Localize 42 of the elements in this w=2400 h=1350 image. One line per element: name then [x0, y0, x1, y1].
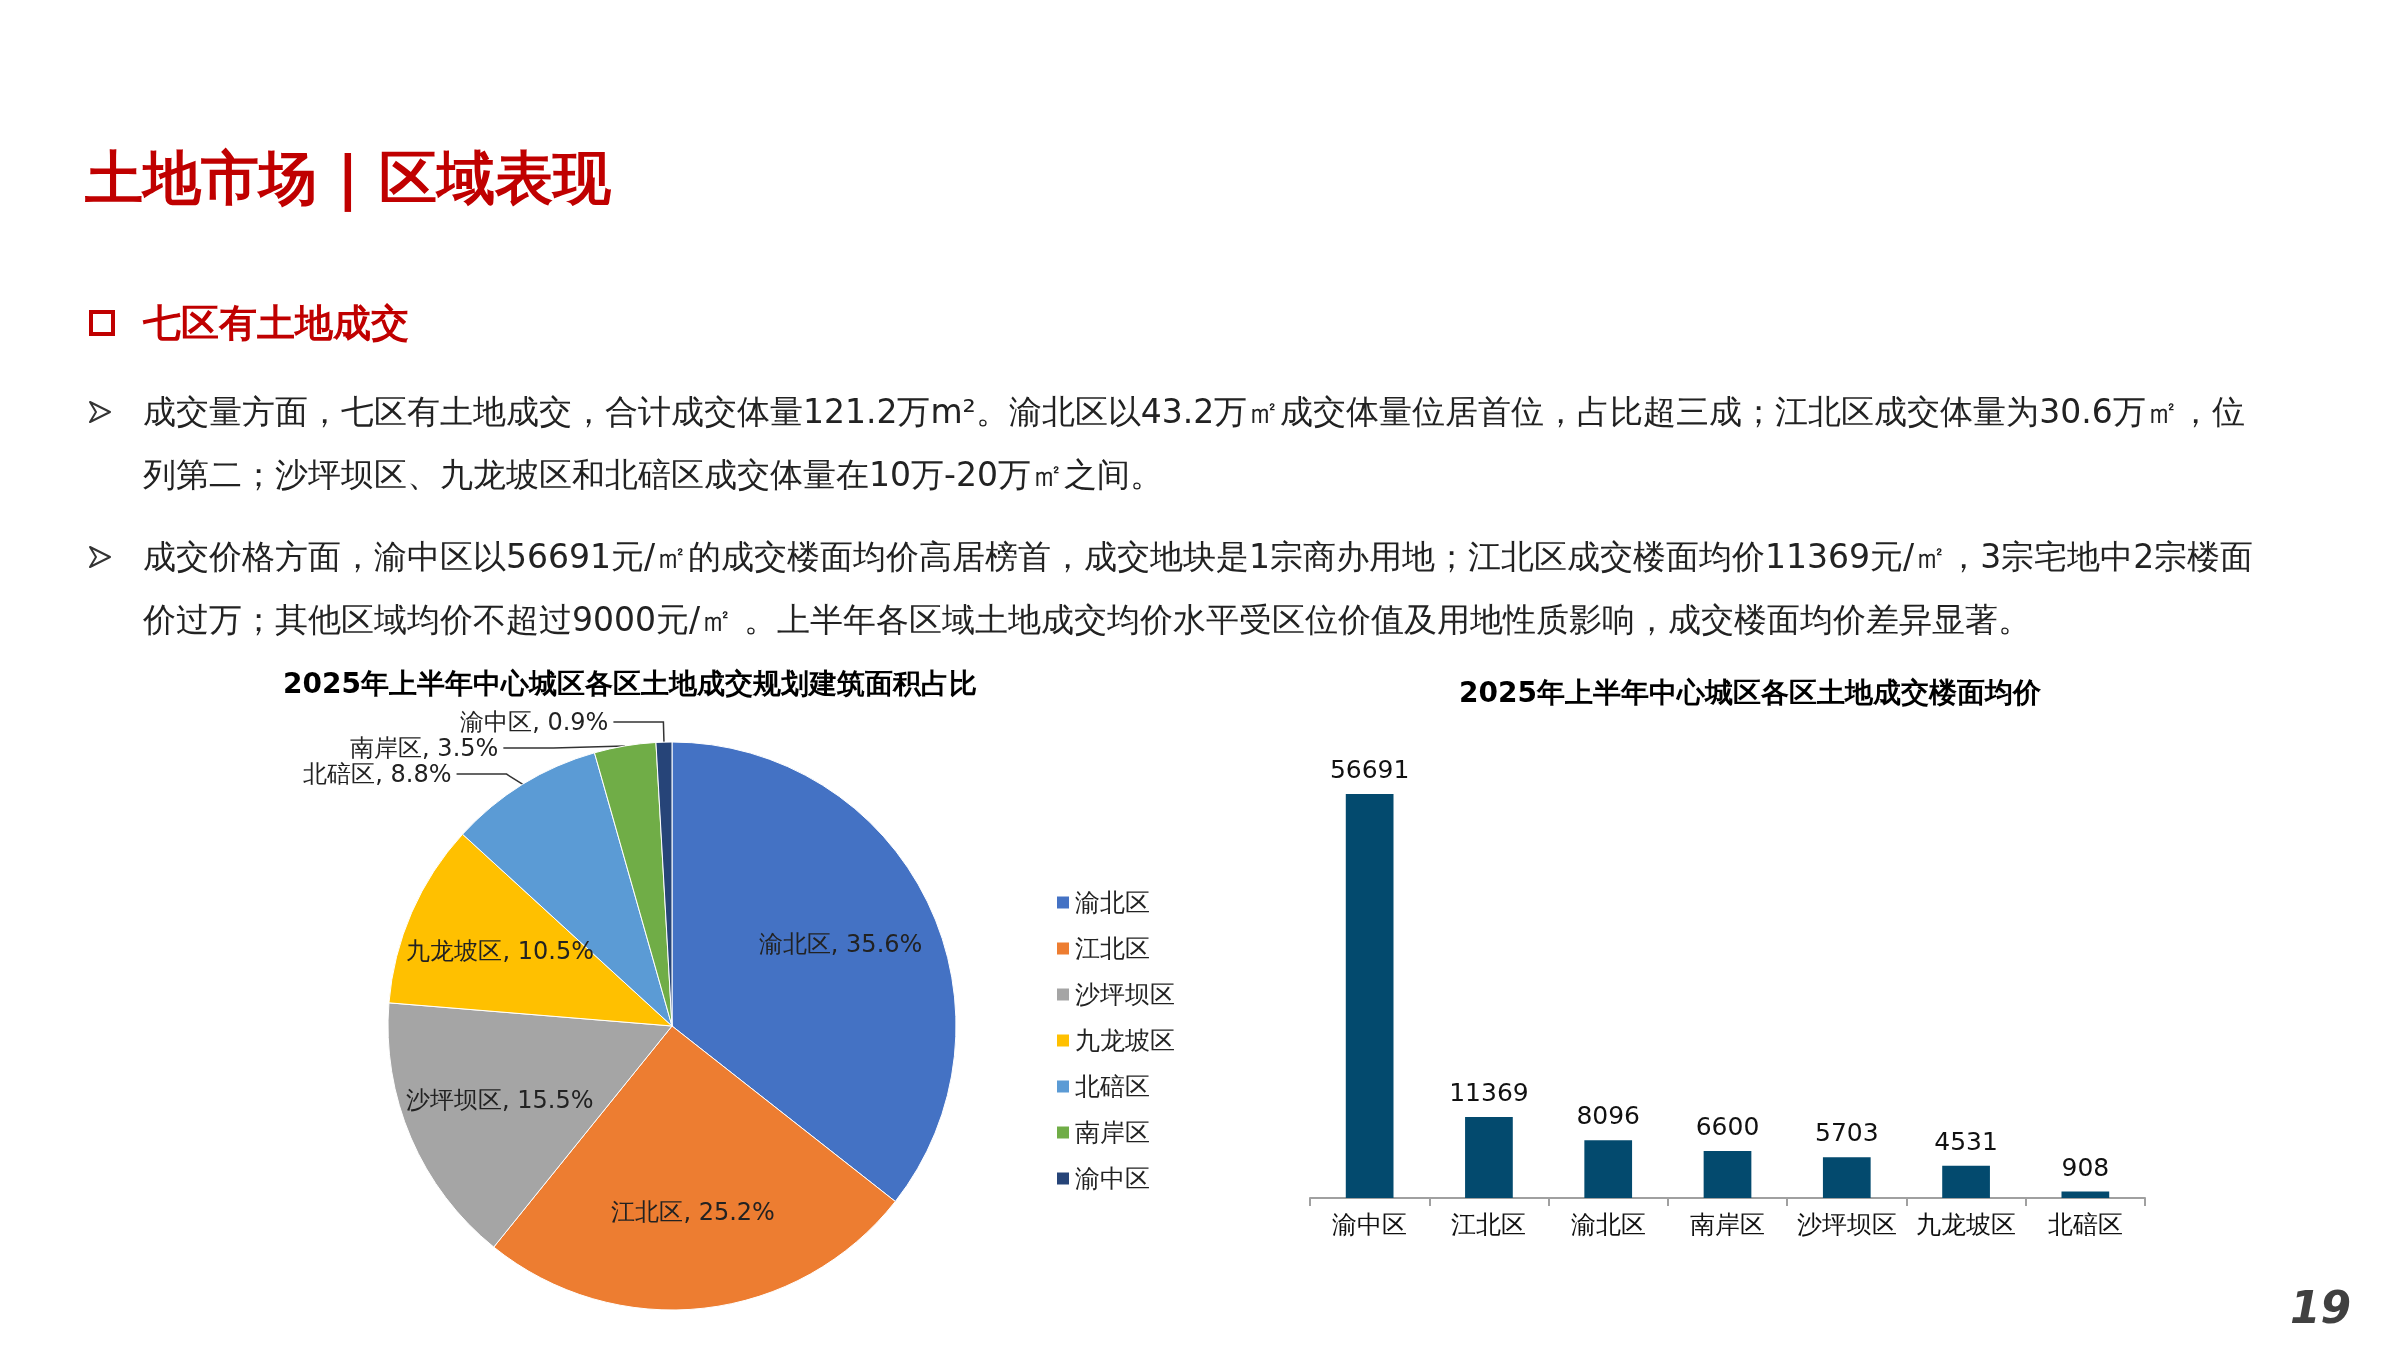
data-label: 4531	[1934, 1126, 1998, 1156]
bar	[1703, 1150, 1752, 1198]
data-label: 沙坪坝区, 15.5%	[405, 1085, 594, 1114]
data-label: 11369	[1449, 1077, 1529, 1107]
text: 19	[2290, 1282, 2352, 1334]
data-label: 56691	[1329, 755, 1410, 784]
x-tick-label: 九龙坡区	[1916, 1210, 2017, 1239]
text: 成交量方面，七区有土地成交，合计成交体量121.2万m²。渝北区以43.2万㎡成交体量位居首位，占比超三成；江北区成交体量为30.6万㎡，位列第二；沙坪坝区、九龙坡区和北碚区成交体量在10万-20万㎡之间。	[143, 391, 2246, 496]
bar	[1584, 1140, 1633, 1198]
data-label: 江北区, 25.2%	[611, 1198, 775, 1227]
legend-label: 江北区	[1075, 934, 1150, 963]
legend-label: 九龙坡区	[1075, 1026, 1175, 1055]
chart-title: 2025年上半年中心城区各区土地成交规划建筑面积占比	[283, 666, 977, 700]
data-label: 8096	[1576, 1101, 1641, 1131]
legend-label: 渝中区	[1075, 1164, 1150, 1193]
text: 七区有土地成交	[143, 300, 409, 347]
chart-title: 2025年上半年中心城区各区土地成交楼面均价	[1459, 675, 2042, 709]
data-label: 渝中区, 0.9%	[460, 708, 609, 737]
x-tick-label: 南岸区	[1690, 1210, 1765, 1239]
data-label: 九龙坡区, 10.5%	[406, 937, 594, 966]
x-tick-label: 北碚区	[2047, 1210, 2123, 1239]
bar	[1822, 1157, 1871, 1198]
bar	[1942, 1165, 1990, 1198]
data-label: 908	[2061, 1152, 2110, 1182]
bar	[1465, 1116, 1513, 1198]
legend-label: 沙坪坝区	[1075, 980, 1175, 1009]
data-label: 渝北区, 35.6%	[758, 930, 923, 959]
legend-label: 北碚区	[1075, 1072, 1150, 1101]
x-tick-label: 渝北区	[1570, 1210, 1646, 1239]
text: 成交价格方面，渝中区以56691元/㎡的成交楼面均价高居榜首，成交地块是1宗商办用地；江北区成交楼面均价11369元/㎡，3宗宅地中2宗楼面价过万；其他区域均价不超过9000元/㎡ 。上半年各区域土地成交均价水平受区位价值及用地性质影响，成交楼面均价差异显著。	[143, 536, 2255, 641]
data-label: 6600	[1695, 1111, 1760, 1141]
data-label: 5703	[1814, 1118, 1879, 1148]
data-label: 南岸区, 3.5%	[350, 734, 499, 763]
legend-label: 渝北区	[1075, 888, 1150, 917]
legend-label: 南岸区	[1075, 1118, 1150, 1147]
text: 土地市场 | 区域表现	[85, 143, 611, 214]
bar	[2061, 1191, 2110, 1198]
bar	[1345, 794, 1394, 1198]
x-tick-label: 渝中区	[1332, 1210, 1408, 1239]
x-tick-label: 江北区	[1451, 1210, 1527, 1239]
data-label: 北碚区, 8.8%	[303, 760, 452, 789]
x-tick-label: 沙坪坝区	[1796, 1210, 1897, 1239]
